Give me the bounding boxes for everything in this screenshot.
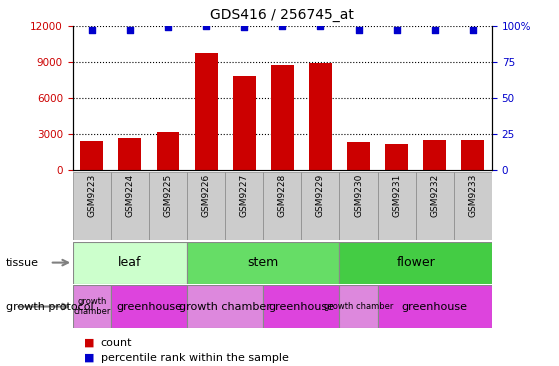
Text: GSM9226: GSM9226 — [202, 174, 211, 217]
Point — [163, 24, 172, 30]
Point — [316, 23, 325, 29]
Bar — [339, 285, 377, 328]
Bar — [309, 63, 332, 170]
Bar — [416, 172, 454, 240]
Bar — [225, 172, 263, 240]
Text: GSM9230: GSM9230 — [354, 174, 363, 217]
Bar — [195, 53, 217, 170]
Bar — [301, 172, 339, 240]
Bar — [377, 172, 416, 240]
Bar — [187, 172, 225, 240]
Bar — [73, 242, 187, 284]
Bar — [111, 172, 149, 240]
Bar — [347, 142, 370, 170]
Bar — [271, 66, 293, 170]
Bar — [377, 285, 492, 328]
Point — [392, 27, 401, 33]
Text: greenhouse: greenhouse — [268, 302, 334, 311]
Title: GDS416 / 256745_at: GDS416 / 256745_at — [210, 8, 354, 22]
Text: GSM9232: GSM9232 — [430, 174, 439, 217]
Text: GSM9224: GSM9224 — [125, 174, 134, 217]
Bar — [149, 172, 187, 240]
Text: growth chamber: growth chamber — [179, 302, 271, 311]
Text: GSM9225: GSM9225 — [163, 174, 173, 217]
Bar — [461, 140, 484, 170]
Point — [430, 27, 439, 33]
Text: ■: ■ — [84, 352, 94, 362]
Bar — [339, 172, 377, 240]
Text: percentile rank within the sample: percentile rank within the sample — [101, 352, 288, 362]
Text: GSM9227: GSM9227 — [240, 174, 249, 217]
Point — [240, 24, 249, 30]
Point — [468, 27, 477, 33]
Bar — [73, 172, 111, 240]
Point — [278, 23, 287, 29]
Text: growth protocol: growth protocol — [6, 302, 93, 311]
Bar — [80, 141, 103, 170]
Text: greenhouse: greenhouse — [402, 302, 468, 311]
Bar — [187, 285, 263, 328]
Bar — [233, 76, 255, 170]
Point — [202, 23, 211, 29]
Bar — [454, 172, 492, 240]
Bar — [111, 285, 187, 328]
Bar — [263, 285, 339, 328]
Text: stem: stem — [248, 256, 279, 269]
Bar — [423, 140, 446, 170]
Text: GSM9228: GSM9228 — [278, 174, 287, 217]
Point — [354, 27, 363, 33]
Text: growth chamber: growth chamber — [324, 302, 393, 311]
Text: ■: ■ — [84, 338, 94, 348]
Point — [125, 27, 134, 33]
Text: flower: flower — [396, 256, 435, 269]
Text: GSM9231: GSM9231 — [392, 174, 401, 217]
Text: greenhouse: greenhouse — [116, 302, 182, 311]
Bar — [187, 242, 339, 284]
Bar — [339, 242, 492, 284]
Text: leaf: leaf — [118, 256, 141, 269]
Text: GSM9229: GSM9229 — [316, 174, 325, 217]
Bar — [73, 285, 111, 328]
Point — [87, 27, 96, 33]
Bar — [263, 172, 301, 240]
Text: count: count — [101, 338, 132, 348]
Text: GSM9223: GSM9223 — [87, 174, 96, 217]
Text: tissue: tissue — [6, 258, 39, 268]
Bar — [157, 132, 179, 170]
Text: GSM9233: GSM9233 — [468, 174, 477, 217]
Bar — [119, 138, 141, 170]
Bar — [385, 144, 408, 170]
Text: growth
chamber: growth chamber — [73, 297, 111, 316]
